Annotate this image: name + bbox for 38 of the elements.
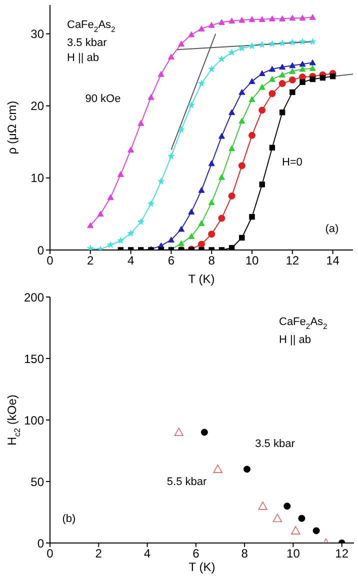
x-tick-label: 4 [127, 254, 134, 268]
y-tick-label: 0 [37, 536, 44, 550]
y-tick-label: 150 [24, 352, 44, 366]
x-tick-label: 2 [87, 254, 94, 268]
y-tick-label: 100 [24, 413, 44, 428]
x-tick-label: 6 [192, 546, 200, 561]
x-tick-label: 8 [241, 546, 248, 561]
x-axis-title: T (K) [188, 560, 216, 574]
x-tick-label: 12 [286, 254, 300, 268]
text: 90 kOe [85, 93, 121, 106]
x-tick-label: 12 [335, 546, 349, 561]
annotation: CaFe$_{2}$As$_{2}$ [67, 18, 116, 34]
x-tick-label: 0 [46, 254, 54, 268]
series-label: 5.5 kbar [166, 476, 208, 488]
y-tick-label: 50 [30, 474, 44, 489]
y-tick-label: 20 [30, 99, 44, 114]
x-tick-label: 10 [286, 546, 300, 561]
annotation: H || ab [67, 52, 100, 64]
annotation: (a) [325, 222, 339, 235]
annotation: CaFe$_{2}$As$_{2}$ [279, 316, 328, 331]
annotation: 3.5 kbar [67, 36, 108, 49]
y-tick-label: 30 [30, 27, 44, 42]
x-tick-label: 6 [168, 254, 175, 268]
x-tick-label: 0 [46, 546, 54, 561]
x-tick-label: 2 [95, 546, 102, 561]
series-label: H=0 [282, 156, 302, 169]
y-tick-label: 200 [24, 290, 44, 304]
series-label: 3.5 kbar [255, 438, 296, 450]
x-tick-label: 14 [326, 254, 340, 268]
x-tick-label: 10 [245, 254, 259, 268]
y-axis-title: ρ (μΩ cm) [5, 100, 20, 154]
x-tick-label: 4 [144, 546, 151, 561]
annotation: H || ab [279, 334, 312, 346]
y-tick-label: 10 [30, 171, 44, 186]
annotation: (b) [62, 512, 76, 525]
y-tick-label: 0 [37, 243, 44, 258]
x-tick-label: 8 [208, 254, 216, 268]
x-axis-title: T (K) [188, 272, 215, 286]
